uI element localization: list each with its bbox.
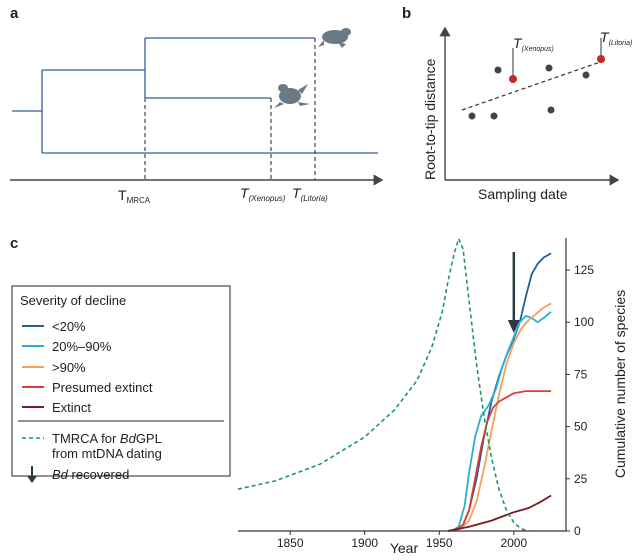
y-ticks: 0 25 50 75 100 125 — [566, 263, 594, 538]
legend-label: Extinct — [52, 400, 91, 415]
x-tick-label: 1850 — [277, 536, 304, 550]
x-axis-label: Year — [390, 540, 419, 556]
panel-b: b Root-to-tip distance Sampling date T(X… — [402, 5, 632, 202]
panel-a-axis-labels: TMRCA T(Xenopus) T(Litoria) — [118, 185, 328, 205]
legend-recovered-label: Bd recovered — [52, 467, 129, 482]
panel-b-xlabel: Sampling date — [478, 186, 568, 202]
y-tick-label: 125 — [574, 263, 594, 277]
label-t-xenopus: T(Xenopus) — [240, 185, 286, 203]
panel-b-label: b — [402, 5, 411, 22]
frog-xenopus-icon — [274, 84, 310, 108]
phylogenetic-tree — [12, 38, 378, 153]
bd-recovered-arrow — [508, 252, 520, 333]
legend-label: <20% — [52, 319, 86, 334]
sample-point — [495, 67, 502, 74]
y-tick-label: 25 — [574, 472, 588, 486]
y-tick-label: 50 — [574, 420, 588, 434]
label-b-t-litoria: T(Litoria) — [600, 29, 632, 47]
x-tick-label: 2000 — [500, 536, 527, 550]
legend-tmrca-label-line1: TMRCA for BdGPL — [52, 431, 162, 446]
series-line-5 — [238, 239, 529, 531]
legend-label: Presumed extinct — [52, 380, 153, 395]
panel-b-ylabel: Root-to-tip distance — [422, 58, 438, 180]
xenopus-highlight-point — [509, 75, 517, 83]
panel-a-label: a — [10, 5, 19, 22]
frog-litoria-icon — [318, 28, 351, 48]
sample-point — [548, 107, 555, 114]
panel-a: a TMRC — [10, 5, 382, 205]
label-b-t-xenopus: T(Xenopus) — [513, 35, 554, 53]
legend-label: >90% — [52, 360, 86, 375]
panel-a-dropdown-lines — [145, 38, 315, 180]
x-tick-label: 1950 — [426, 536, 453, 550]
label-t-mrca: TMRCA — [118, 187, 151, 205]
panel-c: c 1850 1900 1950 2000 0 25 50 75 100 125 Year Cu… — [10, 235, 628, 556]
sample-point — [491, 113, 498, 120]
legend: Severity of decline <20% 20%–90% >90% Pr… — [12, 286, 230, 483]
litoria-highlight-point — [597, 55, 605, 63]
sample-point — [469, 113, 476, 120]
x-tick-label: 1900 — [351, 536, 378, 550]
y-tick-label: 100 — [574, 315, 594, 329]
legend-label: 20%–90% — [52, 339, 112, 354]
y-axis-label: Cumulative number of species — [612, 290, 628, 478]
y-tick-label: 0 — [574, 524, 581, 538]
regression-line — [462, 60, 606, 110]
y-tick-label: 75 — [574, 367, 588, 381]
legend-tmrca-label-line2: from mtDNA dating — [52, 446, 162, 461]
sample-points — [469, 65, 590, 120]
panel-c-label: c — [10, 235, 18, 252]
legend-title: Severity of decline — [20, 293, 126, 308]
sample-point — [583, 72, 590, 79]
label-t-litoria: T(Litoria) — [292, 185, 328, 203]
series-line-1 — [451, 312, 551, 531]
sample-point — [546, 65, 553, 72]
chart-series — [238, 239, 551, 531]
